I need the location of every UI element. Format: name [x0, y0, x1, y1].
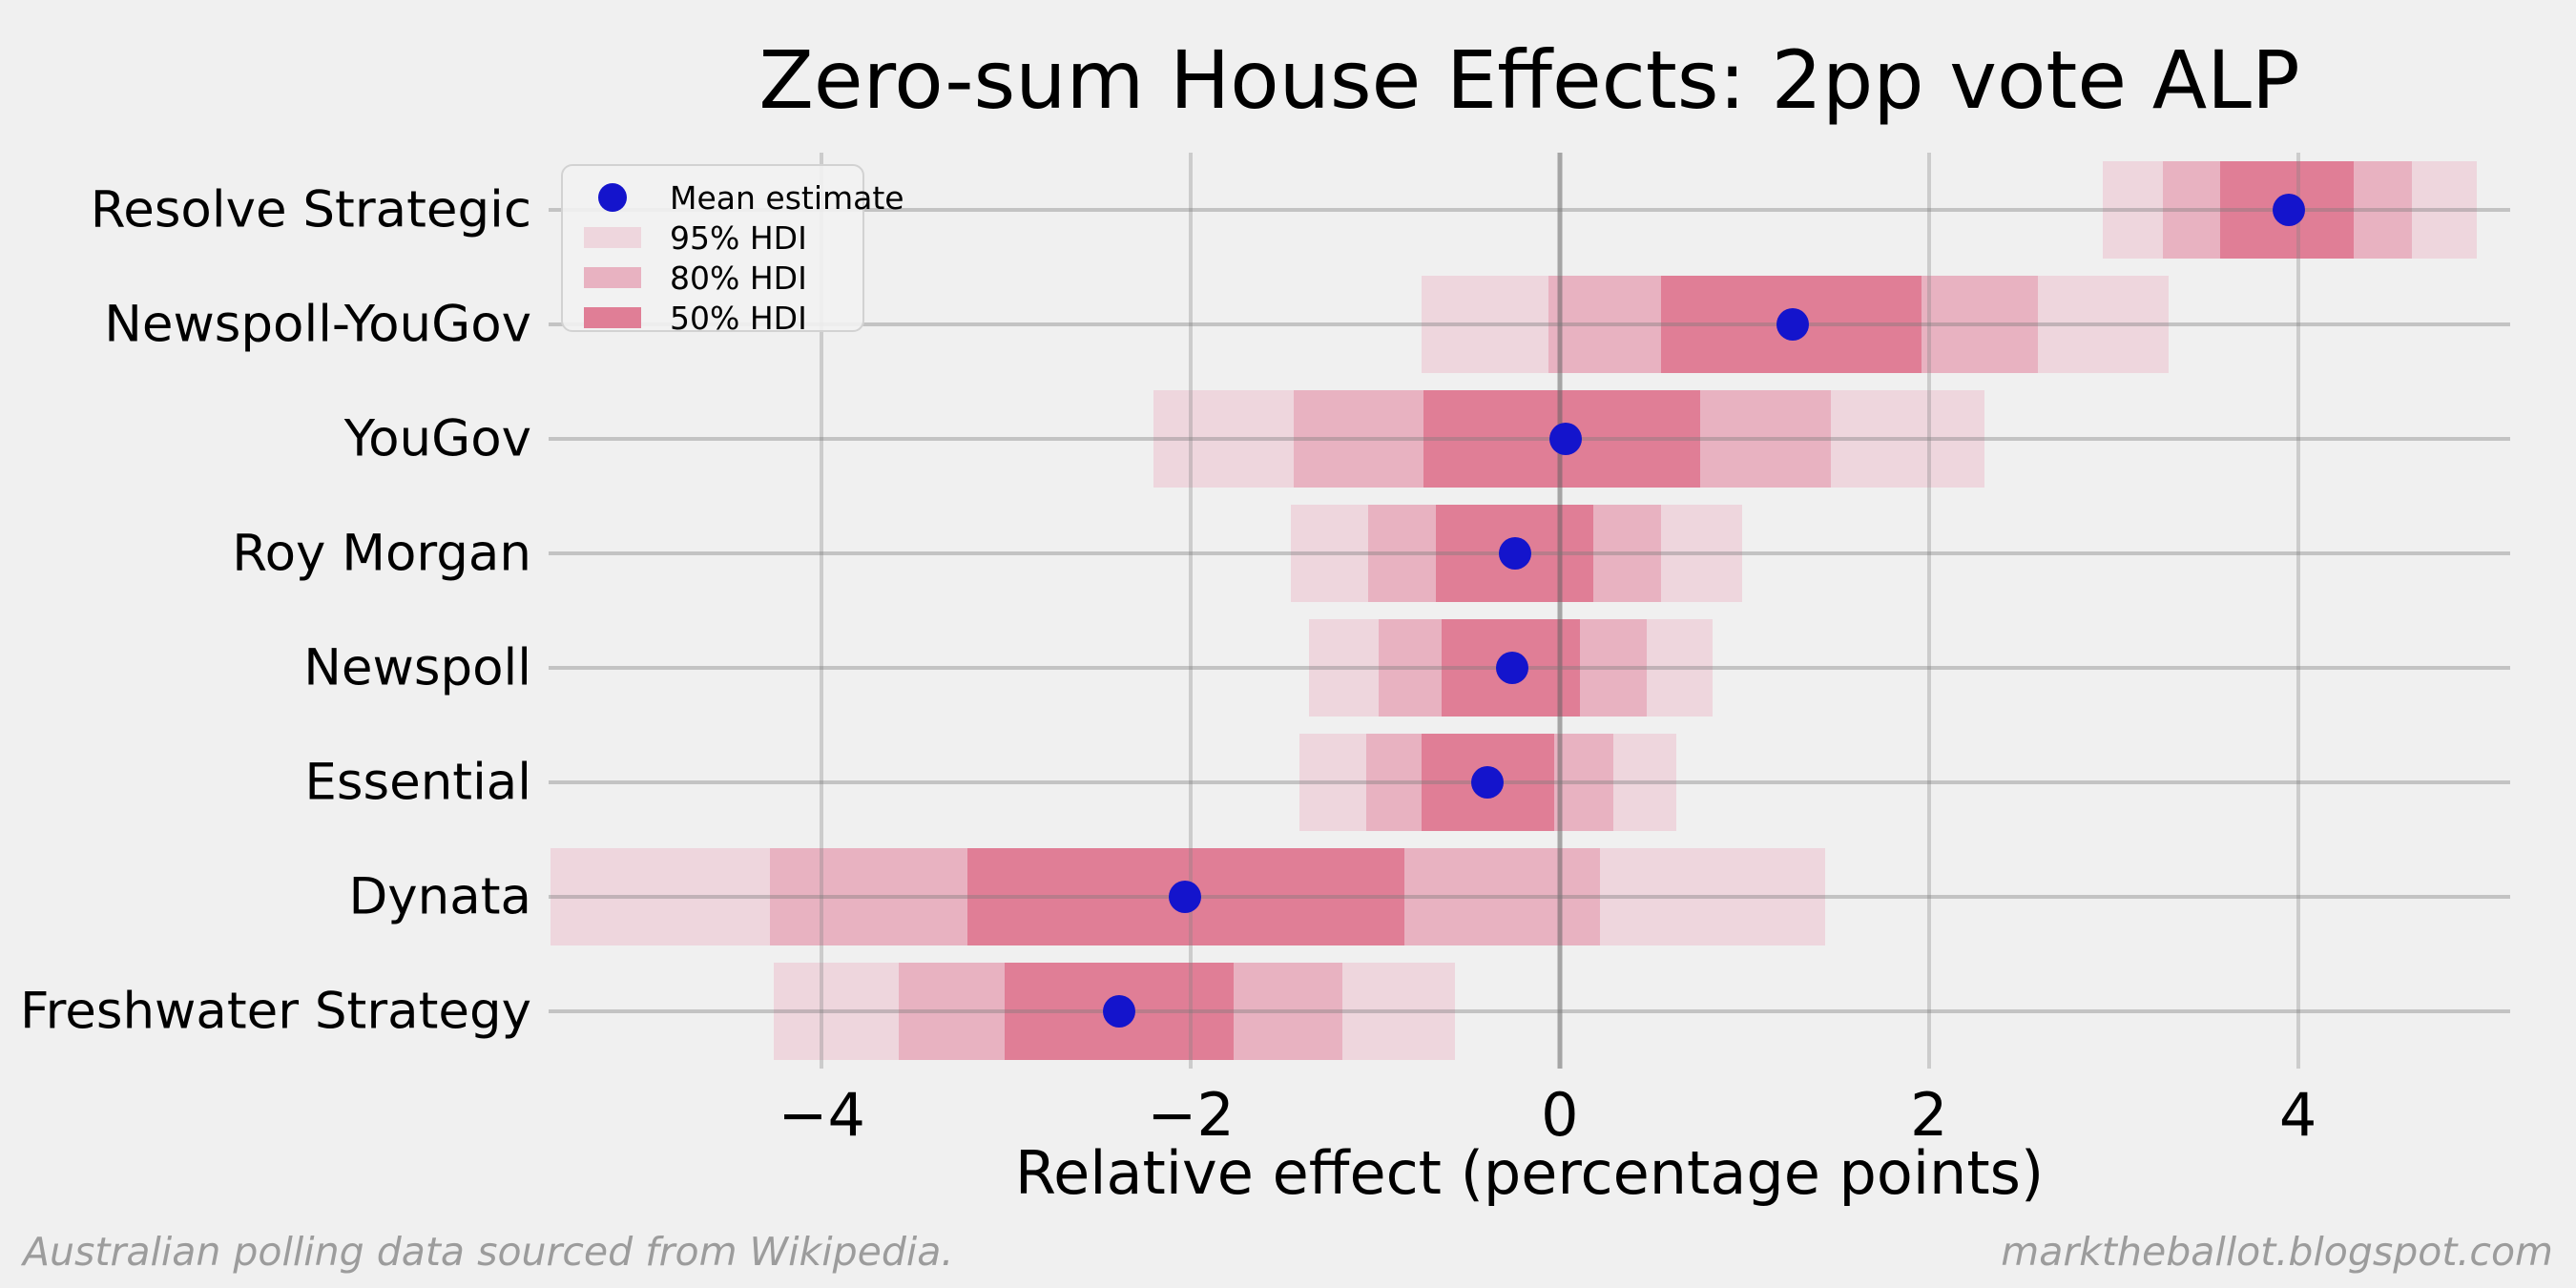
legend-marker [576, 267, 649, 288]
x-axis-title: Relative effect (percentage points) [1014, 1138, 2045, 1208]
y-label: Freshwater Strategy [19, 982, 531, 1041]
row-gridline [549, 322, 2510, 326]
legend-item-mean: Mean estimate [563, 177, 904, 218]
row-gridline [549, 895, 2510, 899]
x-gridline [1926, 153, 1931, 1069]
y-label: Newspoll [303, 638, 531, 697]
mean-dot [1495, 652, 1528, 684]
mean-dot [1169, 881, 1202, 913]
x-tick-label: −2 [1147, 1080, 1235, 1150]
hdi95-swatch-icon [584, 227, 641, 248]
legend-marker [576, 227, 649, 248]
hdi80-swatch-icon [584, 267, 641, 288]
mean-dot [1499, 537, 1532, 570]
row-gridline [549, 1009, 2510, 1013]
y-label: Roy Morgan [232, 524, 531, 583]
row-gridline [549, 666, 2510, 670]
legend-label: 50% HDI [670, 299, 807, 337]
legend-label: Mean estimate [670, 178, 904, 217]
attribution-note: marktheballot.blogspot.com [2001, 1229, 2553, 1275]
hdi50-swatch-icon [584, 307, 641, 328]
plot-area [549, 153, 2510, 1069]
mean-dot [1776, 308, 1809, 341]
mean-dot-icon [598, 183, 627, 212]
mean-dot [2272, 194, 2305, 226]
y-label: Resolve Strategic [90, 180, 531, 239]
x-tick-label: 0 [1541, 1080, 1579, 1150]
x-gridline [2296, 153, 2300, 1069]
source-note: Australian polling data sourced from Wik… [23, 1229, 954, 1275]
x-gridline [820, 153, 824, 1069]
legend-item-hdi95: 95% HDI [563, 218, 862, 258]
row-gridline [549, 208, 2510, 212]
legend-marker [576, 183, 649, 212]
legend-item-hdi50: 50% HDI [563, 298, 862, 338]
legend-marker [576, 307, 649, 328]
x-tick-label: −4 [778, 1080, 865, 1150]
y-label: Dynata [348, 867, 531, 926]
mean-dot [1548, 423, 1582, 455]
mean-dot [1102, 995, 1135, 1028]
row-gridline [549, 780, 2510, 784]
legend-item-hdi80: 80% HDI [563, 258, 862, 298]
y-label: YouGov [343, 409, 531, 468]
legend-label: 80% HDI [670, 259, 807, 297]
y-label: Newspoll-YouGov [104, 295, 531, 354]
legend: Mean estimate 95% HDI 80% HDI 50% HDI [561, 164, 904, 337]
y-label: Essential [304, 753, 531, 812]
x-gridline [1189, 153, 1194, 1069]
legend-label: 95% HDI [670, 218, 807, 257]
x-tick-label: 4 [2278, 1080, 2317, 1150]
chart-title: Zero-sum House Effects: 2pp vote ALP [758, 33, 2300, 127]
row-gridline [549, 437, 2510, 441]
zero-gridline [1557, 153, 1563, 1069]
x-tick-label: 2 [1910, 1080, 1948, 1150]
mean-dot [1471, 766, 1505, 799]
